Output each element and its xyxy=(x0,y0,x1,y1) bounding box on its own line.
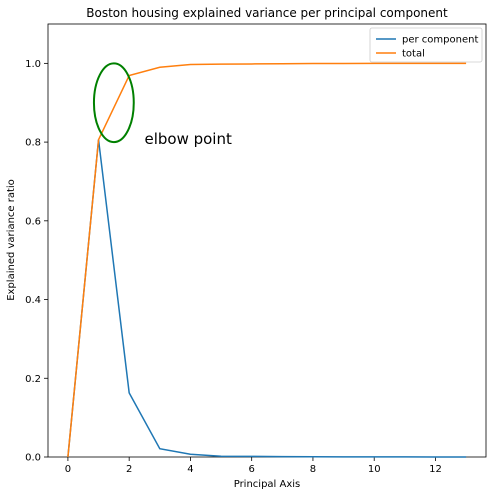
chart-title: Boston housing explained variance per pr… xyxy=(86,6,448,20)
x-tick-label: 12 xyxy=(429,464,442,475)
legend-label: per component xyxy=(402,35,478,46)
y-tick-label: 0.0 xyxy=(25,453,41,464)
x-tick-label: 8 xyxy=(310,464,316,475)
y-tick-label: 0.8 xyxy=(25,138,41,149)
y-tick-label: 0.4 xyxy=(25,295,41,306)
x-tick-label: 10 xyxy=(368,464,381,475)
legend: per component total xyxy=(369,27,483,63)
series-line-total xyxy=(67,62,467,458)
x-tick-label: 6 xyxy=(248,464,254,475)
legend-label: total xyxy=(402,49,425,60)
y-tick-label: 0.2 xyxy=(25,374,41,385)
x-tick-label: 2 xyxy=(126,464,132,475)
x-axis-label: Principal Axis xyxy=(234,479,301,490)
y-axis-label: Explained variance ratio xyxy=(6,179,17,301)
series-line-per-component xyxy=(67,139,467,458)
elbow-circle xyxy=(92,62,135,144)
elbow-annotation: elbow point xyxy=(144,130,232,148)
legend-box xyxy=(369,27,483,63)
y-tick-label: 1.0 xyxy=(25,59,41,70)
plot-area: 0 2 4 6 8 10 12 0.0 0.2 0.4 0.6 0.8 1.0 per component… xyxy=(25,23,487,475)
y-tick-label: 0.6 xyxy=(25,216,41,227)
x-tick-label: 0 xyxy=(65,464,71,475)
x-tick-label: 4 xyxy=(187,464,193,475)
